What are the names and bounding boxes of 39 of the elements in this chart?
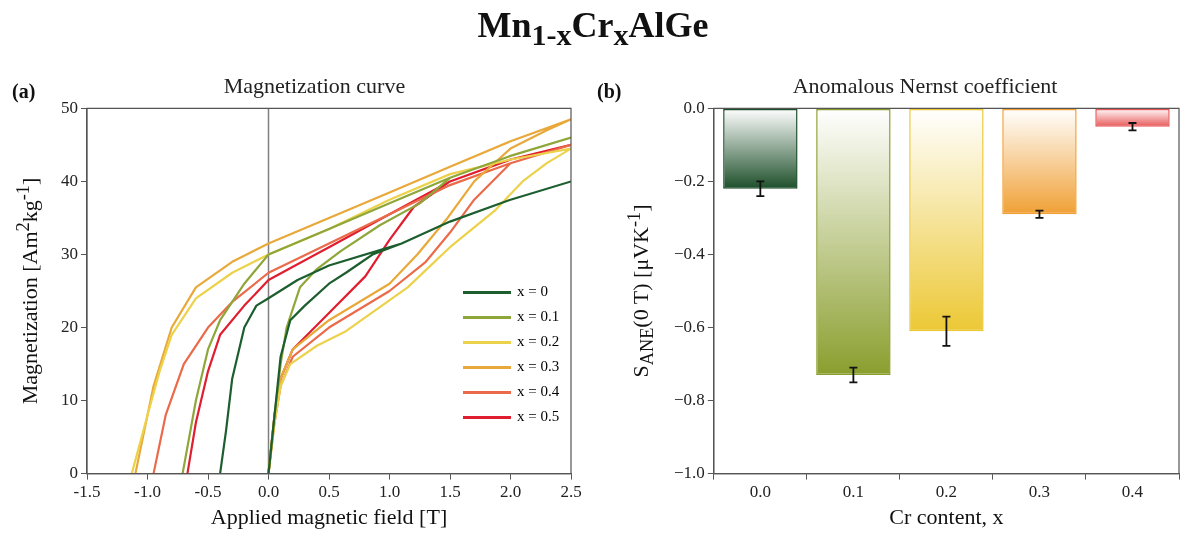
x-tick-label: 0.0	[749, 482, 771, 502]
y-tick-label: 40	[61, 170, 78, 190]
legend-label: x = 0.5	[517, 407, 560, 424]
y-tick-label: −0.4	[673, 243, 706, 263]
chart-title: Magnetization curve	[223, 72, 406, 98]
x-tick-label: 1.5	[439, 482, 461, 502]
y-tick-label: 0.0	[683, 97, 705, 117]
x-tick-label: 0.3	[1028, 482, 1051, 502]
x-tick-label: 0.1	[842, 482, 865, 502]
x-tick-label: 0.0	[257, 482, 280, 502]
y-tick-label: 10	[61, 390, 78, 410]
x-tick-label: -0.5	[194, 482, 222, 502]
y-tick-label: 0	[69, 463, 78, 483]
x-tick-label: -1.5	[73, 482, 101, 502]
legend-label: x = 0.4	[517, 382, 560, 399]
x-tick-label: 0.5	[318, 482, 340, 502]
x-tick-label: 2.0	[499, 482, 522, 502]
y-tick-label: 50	[61, 97, 78, 117]
chart-title: Anomalous Nernst coefficient	[792, 72, 1058, 98]
y-tick-label: 20	[61, 316, 78, 336]
x-tick-label: 1.0	[378, 482, 401, 502]
x-tick-label: -1.0	[134, 482, 161, 502]
legend-label: x = 0.2	[517, 332, 560, 349]
text: Mn$_{1-x}$Cr$_{x}$AlGe	[477, 4, 709, 53]
legend-label: x = 0.3	[517, 357, 560, 374]
x-tick-label: 0.2	[935, 482, 958, 502]
text: (b)	[597, 80, 622, 103]
x-axis-title: Applied magnetic field [T]	[210, 503, 448, 530]
y-tick-label: −1.0	[673, 463, 705, 483]
y-tick-label: −0.6	[673, 316, 705, 336]
y-tick-label: −0.8	[673, 390, 705, 410]
legend-label: x = 0.1	[517, 307, 560, 324]
legend-label: x = 0	[517, 282, 548, 299]
y-tick-label: −0.2	[673, 170, 705, 190]
x-tick-label: 2.5	[560, 482, 582, 502]
y-tick-label: 30	[61, 243, 78, 263]
text: (a)	[12, 80, 36, 103]
x-tick-label: 0.4	[1121, 482, 1144, 502]
x-axis-title: Cr content, x	[889, 503, 1004, 530]
